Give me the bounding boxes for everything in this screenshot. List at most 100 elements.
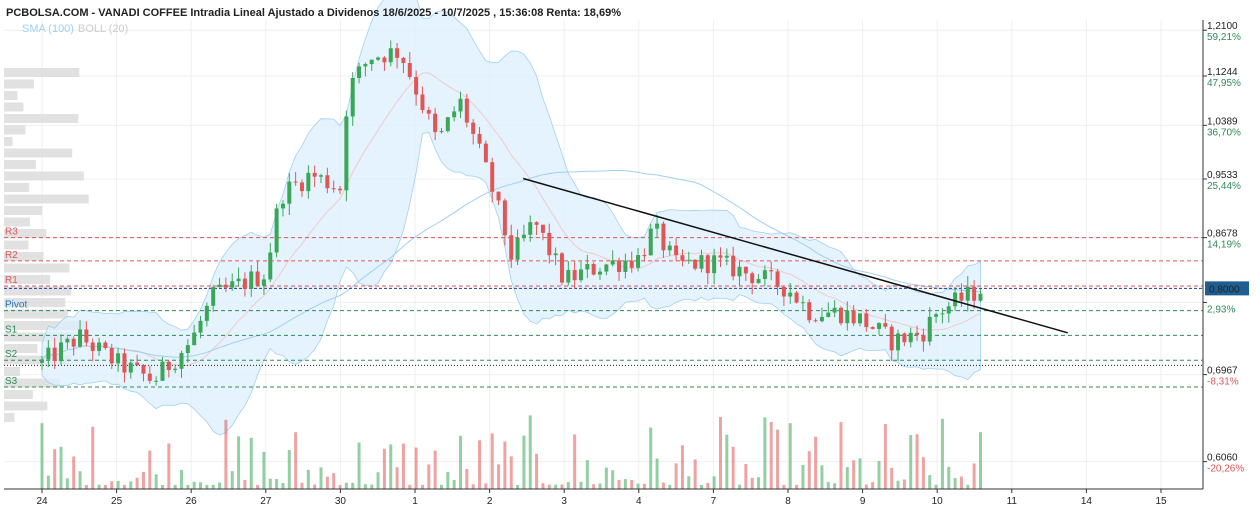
candle-body bbox=[401, 57, 406, 64]
volume-bar bbox=[262, 451, 266, 489]
candle-body bbox=[464, 98, 469, 123]
volume-bar bbox=[325, 476, 329, 489]
volume-bar bbox=[53, 449, 57, 489]
volume-bar bbox=[934, 484, 938, 489]
x-tick-label: 7 bbox=[711, 496, 717, 507]
volume-bar bbox=[731, 446, 735, 489]
candle-body bbox=[325, 175, 330, 189]
volume-bar bbox=[490, 433, 494, 489]
volume-bars bbox=[40, 415, 982, 489]
volume-bar bbox=[757, 477, 761, 489]
candle-body bbox=[693, 259, 698, 269]
candle-body bbox=[826, 312, 831, 317]
candle-body bbox=[559, 253, 564, 283]
volume-bar bbox=[642, 483, 646, 489]
trendline-line bbox=[522, 177, 1068, 334]
volume-bar bbox=[465, 468, 469, 489]
volume-bar bbox=[313, 484, 317, 489]
volume-bar bbox=[801, 464, 805, 489]
candle-body bbox=[198, 320, 203, 333]
volume-bar bbox=[522, 435, 526, 489]
candle-body bbox=[699, 255, 704, 269]
volume-profile-bar bbox=[4, 114, 79, 123]
volume-profile-bar bbox=[4, 378, 60, 388]
candle-body bbox=[528, 222, 533, 235]
candle-body bbox=[344, 116, 349, 191]
volume-bar bbox=[788, 423, 792, 489]
level-label-s3: S3 bbox=[5, 376, 18, 387]
volume-bar bbox=[230, 471, 234, 489]
candle-body bbox=[959, 292, 964, 301]
volume-bar bbox=[484, 483, 488, 489]
candle-body bbox=[718, 255, 723, 258]
volume-bar bbox=[712, 476, 716, 489]
volume-bar bbox=[154, 474, 158, 489]
x-tick-label: 4 bbox=[636, 496, 642, 507]
candle-body bbox=[502, 200, 507, 236]
volume-bar bbox=[91, 426, 95, 489]
volume-profile-bar bbox=[4, 206, 43, 215]
volume-profile-bar bbox=[4, 355, 72, 365]
volume-bar bbox=[852, 460, 856, 489]
volume-bar bbox=[554, 484, 558, 489]
candle-body bbox=[927, 316, 932, 342]
candle-body bbox=[230, 281, 235, 288]
candle-body bbox=[934, 314, 939, 317]
volume-bar bbox=[611, 470, 615, 489]
volume-bar bbox=[167, 443, 171, 489]
candle-body bbox=[78, 329, 83, 347]
candle-body bbox=[147, 373, 152, 381]
candle-body bbox=[433, 113, 438, 133]
candle-body bbox=[90, 342, 95, 352]
volume-profile-bar bbox=[4, 79, 35, 89]
candle-body bbox=[686, 259, 691, 261]
candle-body bbox=[800, 302, 805, 304]
candle-body bbox=[192, 332, 197, 346]
y-tick-label: 0,8678 bbox=[1207, 229, 1238, 240]
x-tick-label: 14 bbox=[1081, 496, 1093, 507]
candle-body bbox=[908, 332, 913, 343]
candle-body bbox=[731, 255, 736, 277]
candle-body bbox=[211, 287, 216, 306]
candles bbox=[40, 40, 983, 386]
candle-body bbox=[420, 94, 425, 111]
candle-body bbox=[724, 255, 729, 258]
legend-boll: BOLL (20) bbox=[78, 23, 128, 35]
candle-body bbox=[902, 333, 907, 343]
volume-bar bbox=[420, 484, 424, 489]
x-tick-label: 15 bbox=[1155, 496, 1167, 507]
candle-body bbox=[395, 48, 400, 58]
candle-body bbox=[255, 271, 260, 286]
volume-profile-bar bbox=[4, 275, 51, 284]
candle-body bbox=[610, 260, 615, 265]
volume-bar bbox=[135, 477, 139, 489]
candle-body bbox=[369, 59, 374, 65]
candle-body bbox=[376, 57, 381, 60]
volume-bar bbox=[281, 482, 285, 489]
volume-bar bbox=[389, 444, 393, 489]
candle-body bbox=[357, 66, 362, 78]
candle-body bbox=[521, 234, 526, 239]
candle-body bbox=[762, 270, 767, 280]
candle-body bbox=[642, 255, 647, 257]
volume-profile bbox=[4, 68, 89, 422]
y-tick-label: 1,2100 bbox=[1207, 21, 1238, 32]
candle-body bbox=[426, 110, 431, 114]
candle-body bbox=[674, 245, 679, 256]
volume-bar bbox=[687, 476, 691, 489]
volume-bar bbox=[224, 419, 228, 489]
candle-body bbox=[667, 245, 672, 251]
candle-body bbox=[661, 223, 666, 251]
candle-body bbox=[109, 348, 114, 364]
volume-bar bbox=[680, 445, 684, 489]
candle-body bbox=[566, 270, 571, 283]
volume-profile-bar bbox=[4, 240, 29, 250]
volume-bar bbox=[776, 429, 780, 489]
candle-body bbox=[877, 323, 882, 329]
volume-bar bbox=[186, 484, 190, 489]
trendline bbox=[522, 177, 1068, 334]
candle-body bbox=[236, 278, 241, 282]
volume-bar bbox=[338, 484, 342, 489]
candle-body bbox=[889, 326, 894, 351]
volume-bar bbox=[623, 479, 627, 489]
